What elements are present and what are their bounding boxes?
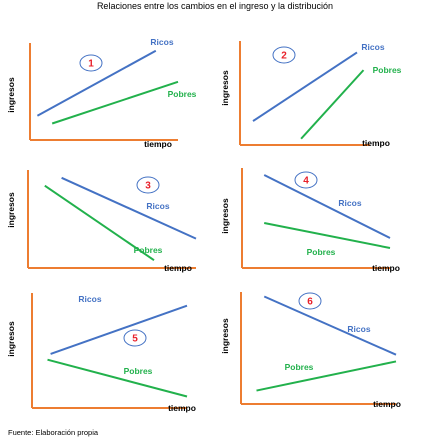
series-label-ricos: Ricos bbox=[361, 42, 384, 52]
y-axis-label: ingresos bbox=[6, 77, 16, 113]
y-axis-label: ingresos bbox=[220, 198, 230, 234]
y-axis-label: ingresos bbox=[6, 321, 16, 357]
panel-number-text: 4 bbox=[303, 176, 309, 187]
series-line-ricos bbox=[252, 51, 358, 122]
panel-number-text: 2 bbox=[281, 51, 287, 62]
series-label-ricos: Ricos bbox=[78, 294, 101, 304]
series-line-pobres bbox=[300, 69, 365, 140]
series-label-pobres: Pobres bbox=[285, 362, 314, 372]
series-line-pobres bbox=[44, 184, 155, 261]
x-axis-label: tiempo bbox=[372, 263, 400, 273]
panel-number-badge bbox=[79, 54, 103, 72]
series-label-ricos: Ricos bbox=[146, 201, 169, 211]
panel-number-badge bbox=[294, 171, 318, 189]
series-line-pobres bbox=[47, 358, 188, 398]
series-label-ricos: Ricos bbox=[150, 37, 173, 47]
series-label-pobres: Pobres bbox=[307, 247, 336, 257]
figure-title: Relaciones entre los cambios en el ingre… bbox=[96, 1, 334, 11]
series-label-pobres: Pobres bbox=[168, 89, 197, 99]
series-label-ricos: Ricos bbox=[338, 198, 361, 208]
panel-number-badge bbox=[123, 329, 147, 347]
chart-panel-6: Ricos Pobres ingresos tiempo 6 bbox=[220, 292, 401, 409]
chart-panel-1: Ricos Pobres ingresos tiempo 1 bbox=[6, 37, 197, 149]
x-axis-label: tiempo bbox=[373, 399, 401, 409]
panel-number-text: 6 bbox=[307, 297, 313, 308]
chart-panel-2: Ricos Pobres ingresos tiempo 2 bbox=[220, 41, 402, 148]
y-axis-label: ingresos bbox=[220, 70, 230, 106]
series-line-pobres bbox=[264, 222, 391, 249]
series-label-pobres: Pobres bbox=[134, 245, 163, 255]
series-line-ricos bbox=[50, 304, 188, 355]
series-line-ricos bbox=[263, 295, 397, 356]
x-axis-label: tiempo bbox=[362, 138, 390, 148]
panel-number-badge bbox=[272, 46, 296, 64]
x-axis-label: tiempo bbox=[144, 139, 172, 149]
series-line-ricos bbox=[61, 176, 197, 240]
panel-number-text: 5 bbox=[132, 334, 138, 345]
series-line-ricos bbox=[36, 49, 157, 117]
series-label-ricos: Ricos bbox=[347, 324, 370, 334]
y-axis-label: ingresos bbox=[220, 318, 230, 354]
series-label-pobres: Pobres bbox=[124, 366, 153, 376]
chart-panel-4: Ricos Pobres ingresos tiempo 4 bbox=[220, 168, 400, 273]
x-axis-label: tiempo bbox=[168, 403, 196, 413]
chart-panel-3: Ricos Pobres ingresos tiempo 3 bbox=[6, 170, 197, 273]
panel-number-badge bbox=[136, 176, 160, 194]
series-line-ricos bbox=[263, 174, 391, 239]
chart-panel-5: Ricos Pobres ingresos tiempo 5 bbox=[6, 293, 196, 413]
source-note: Fuente: Elaboración propia bbox=[8, 428, 99, 437]
y-axis-label: ingresos bbox=[6, 192, 16, 228]
series-line-pobres bbox=[256, 360, 397, 392]
x-axis-label: tiempo bbox=[164, 263, 192, 273]
series-line-pobres bbox=[51, 80, 179, 125]
panel-number-text: 3 bbox=[145, 181, 151, 192]
panel-number-text: 1 bbox=[88, 59, 94, 70]
panel-number-badge bbox=[298, 292, 322, 310]
series-label-pobres: Pobres bbox=[373, 65, 402, 75]
